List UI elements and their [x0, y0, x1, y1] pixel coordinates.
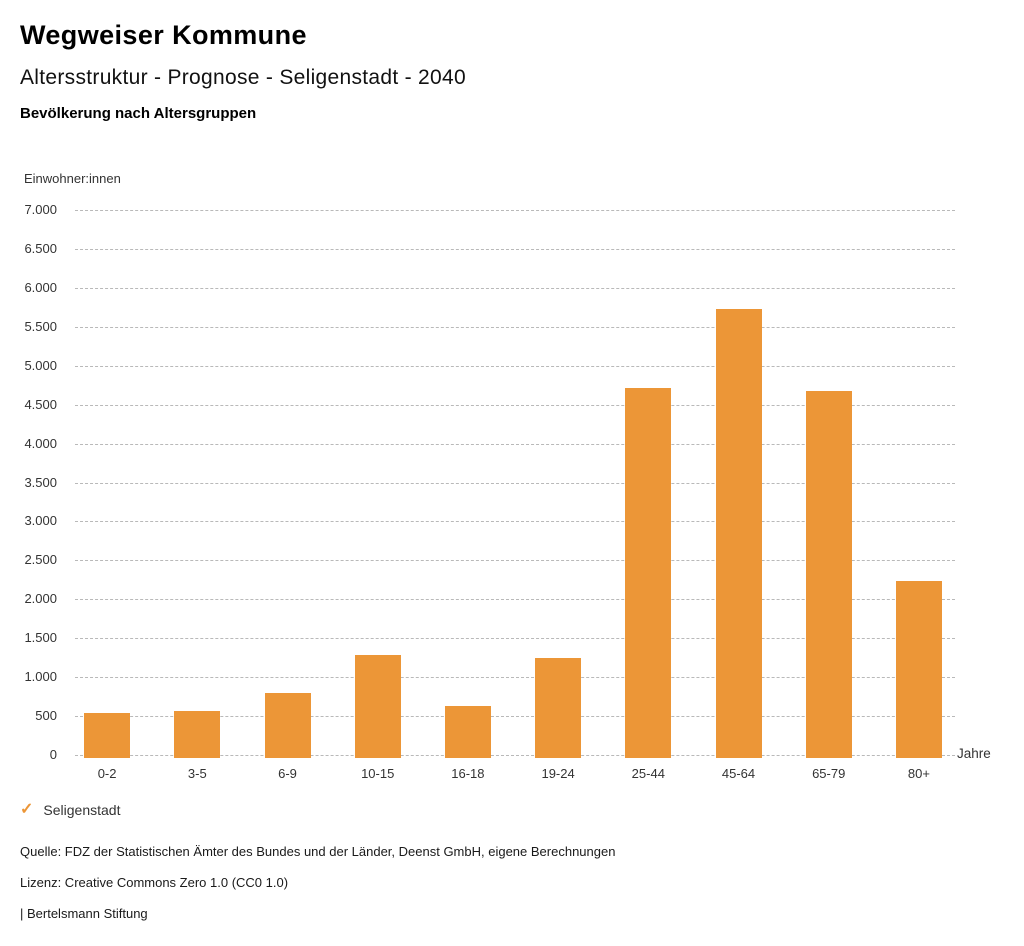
bar-6-9[interactable]: [264, 692, 311, 758]
check-icon: ✓: [20, 801, 34, 818]
y-tick-label: 1.500: [24, 630, 57, 646]
gridline: [75, 482, 955, 484]
y-tick-label: 500: [35, 708, 57, 724]
y-tick-label: 0: [49, 747, 57, 762]
bar-80+[interactable]: [895, 580, 942, 758]
y-tick-label: 5.000: [24, 357, 57, 373]
bar-3-5[interactable]: [174, 711, 221, 758]
gridline: [75, 560, 955, 562]
source-text: Quelle: FDZ der Statistischen Ämter des …: [20, 844, 616, 859]
x-tick-label: 16-18: [451, 766, 485, 781]
y-tick-label: 2.500: [24, 552, 57, 568]
gridline: [75, 716, 955, 718]
brand-title: Wegweiser Kommune: [20, 20, 307, 50]
x-tick-label: 25-44: [631, 766, 665, 781]
y-tick-label: 1.000: [24, 669, 57, 685]
x-tick-label: 45-64: [721, 766, 756, 781]
x-axis-title: Jahre: [957, 746, 991, 761]
bar-16-18[interactable]: [444, 705, 491, 758]
gridline: [75, 599, 955, 601]
y-tick-label: 5.500: [24, 318, 57, 334]
chart-subtitle: Bevölkerung nach Altersgruppen: [20, 105, 257, 122]
license-text: Lizenz: Creative Commons Zero 1.0 (CC0 1…: [20, 875, 289, 890]
gridline: [75, 365, 955, 367]
y-tick-label: 3.000: [24, 513, 57, 529]
x-tick-label: 65-79: [812, 766, 846, 781]
gridline: [75, 326, 955, 328]
x-tick-label: 10-15: [361, 766, 395, 781]
y-tick-label: 4.500: [24, 396, 57, 412]
page-title: Altersstruktur - Prognose - Seligenstadt…: [20, 66, 466, 89]
gridline: [75, 638, 955, 640]
x-tick-label: 3-5: [187, 766, 207, 781]
y-tick-label: 6.000: [24, 279, 57, 295]
gridline: [75, 210, 955, 211]
y-tick-label: 4.000: [24, 435, 57, 451]
bar-65-79[interactable]: [805, 391, 852, 758]
gridline: [75, 248, 955, 250]
x-tick-label: 80+: [907, 766, 930, 781]
x-tick-label: 6-9: [278, 766, 297, 781]
x-tick-label: 0-2: [97, 766, 117, 781]
gridline: [75, 443, 955, 445]
bar-0-2[interactable]: [84, 713, 131, 758]
legend-item-seligenstadt[interactable]: ✓ Seligenstadt: [20, 801, 121, 819]
bar-10-15[interactable]: [354, 655, 401, 758]
x-tick-label: 19-24: [541, 766, 575, 781]
attribution-text: | Bertelsmann Stiftung: [20, 906, 148, 921]
y-axis-title: Einwohner:innen: [24, 171, 121, 186]
gridline: [75, 755, 955, 756]
y-tick-label: 6.500: [24, 240, 57, 256]
bar-25-44[interactable]: [625, 388, 672, 758]
y-tick-label: 2.000: [24, 591, 57, 607]
bar-19-24[interactable]: [535, 657, 582, 758]
y-tick-label: 3.500: [24, 474, 57, 490]
legend-label: Seligenstadt: [43, 802, 121, 818]
y-tick-label: 7.000: [24, 202, 57, 217]
gridline: [75, 287, 955, 289]
gridline: [75, 677, 955, 679]
bar-45-64[interactable]: [715, 308, 762, 758]
gridline: [75, 521, 955, 523]
gridline: [75, 404, 955, 406]
